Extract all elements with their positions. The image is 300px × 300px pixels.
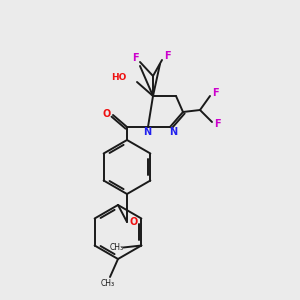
Text: F: F — [214, 119, 220, 129]
Text: F: F — [164, 51, 170, 61]
Text: O: O — [103, 109, 111, 119]
Text: O: O — [130, 217, 138, 227]
Text: CH₃: CH₃ — [109, 243, 123, 252]
Text: N: N — [143, 127, 151, 137]
Text: CH₃: CH₃ — [101, 280, 115, 289]
Text: N: N — [169, 127, 177, 137]
Text: F: F — [132, 53, 138, 63]
Text: F: F — [212, 88, 218, 98]
Text: HO: HO — [112, 73, 127, 82]
